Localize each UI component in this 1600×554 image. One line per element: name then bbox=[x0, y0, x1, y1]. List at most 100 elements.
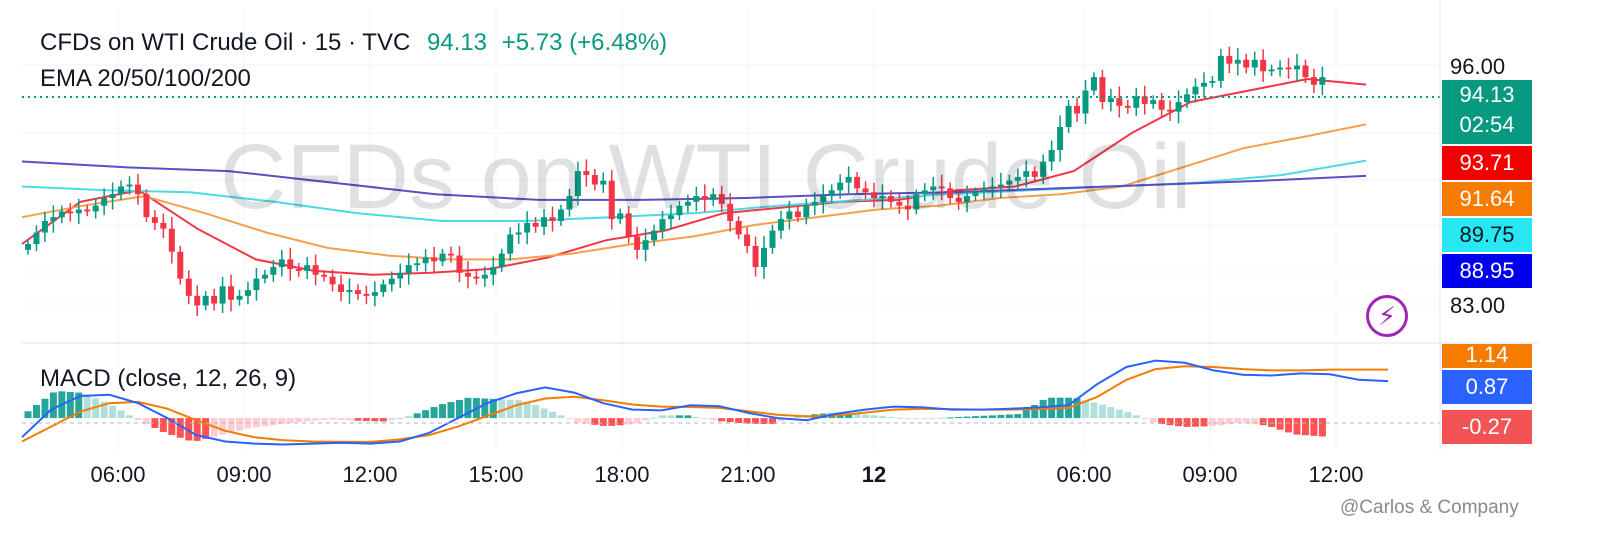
time-label-1: 09:00 bbox=[216, 462, 272, 487]
candle-body bbox=[253, 278, 260, 291]
candle-body bbox=[701, 196, 708, 200]
candle-body bbox=[727, 203, 734, 222]
candle-body bbox=[1133, 96, 1140, 108]
last-price-tag: 94.13 02:54 bbox=[1442, 80, 1532, 144]
macd-histogram-bar bbox=[455, 399, 463, 419]
price-change-value: +5.73 (+6.48%) bbox=[501, 29, 668, 56]
macd-histogram-bar bbox=[1107, 407, 1115, 419]
candle-body bbox=[354, 290, 361, 294]
candle-body bbox=[761, 247, 768, 268]
candle-body bbox=[177, 251, 184, 279]
macd-histogram-bar bbox=[963, 416, 971, 419]
macd-histogram-bar bbox=[794, 415, 802, 419]
candle-body bbox=[515, 232, 522, 235]
macd-histogram-bar bbox=[1005, 414, 1013, 419]
macd-histogram-bar bbox=[261, 418, 269, 427]
bar-countdown: 02:54 bbox=[1459, 112, 1515, 137]
macd-histogram-bar bbox=[743, 418, 751, 424]
candle-body bbox=[507, 234, 514, 254]
candle-body bbox=[329, 276, 336, 285]
ema100-tag: 89.75 bbox=[1442, 218, 1532, 252]
macd-histogram-bar bbox=[565, 418, 573, 420]
candle-body bbox=[1074, 105, 1081, 114]
candle-body bbox=[947, 188, 954, 198]
candle-body bbox=[1124, 105, 1131, 108]
macd-histogram-bar bbox=[337, 418, 345, 420]
macd-histogram-bar bbox=[591, 418, 599, 425]
candle-body bbox=[244, 290, 251, 296]
candle-body bbox=[490, 267, 497, 275]
candle-body bbox=[862, 188, 869, 193]
macd-histogram-bar bbox=[523, 401, 531, 419]
candle-body bbox=[456, 255, 463, 273]
candle-body bbox=[1184, 94, 1191, 103]
last-price-value: 94.13 bbox=[426, 29, 488, 56]
candle-body bbox=[1031, 171, 1038, 177]
macd-indicator-title[interactable]: MACD (close, 12, 26, 9) bbox=[40, 365, 297, 392]
macd-histogram-bar bbox=[684, 415, 692, 419]
macd-histogram-bar bbox=[980, 415, 988, 419]
macd-histogram-bar bbox=[1191, 418, 1199, 427]
macd-histogram-bar bbox=[1098, 404, 1106, 419]
macd-histogram-bar bbox=[320, 418, 328, 420]
candle-body bbox=[1319, 77, 1326, 85]
macd-histogram-bar bbox=[675, 415, 683, 419]
candle-body bbox=[828, 190, 835, 197]
candle-body bbox=[608, 180, 615, 220]
macd-histogram-bar bbox=[1166, 418, 1174, 426]
macd-histogram-bar bbox=[768, 418, 776, 424]
macd-histogram-bar bbox=[109, 405, 117, 419]
candle-body bbox=[92, 205, 99, 212]
macd-histogram-bar bbox=[362, 418, 370, 422]
macd-histogram-bar bbox=[1285, 418, 1293, 433]
candle-body bbox=[1158, 100, 1165, 110]
candle-body bbox=[168, 228, 175, 252]
lightning-icon[interactable]: ⚡ bbox=[1366, 295, 1408, 337]
macd-histogram-bar bbox=[66, 391, 74, 419]
candle-body bbox=[1251, 59, 1258, 68]
candle-body bbox=[295, 268, 302, 271]
macd-histogram-bar bbox=[83, 394, 91, 419]
macd-histogram-bar bbox=[1234, 418, 1242, 424]
candle-body bbox=[1260, 59, 1267, 72]
candle-body bbox=[185, 278, 192, 296]
macd-histogram-bar bbox=[464, 397, 472, 419]
macd-histogram-bar bbox=[447, 402, 455, 419]
candle-body bbox=[600, 180, 607, 185]
candle-body bbox=[879, 196, 886, 198]
candle-body bbox=[464, 272, 471, 277]
candle-body bbox=[549, 217, 556, 222]
candle-body bbox=[448, 253, 454, 256]
candle-body bbox=[211, 295, 218, 304]
macd-histogram-bar bbox=[278, 418, 286, 425]
ema-indicator-title[interactable]: EMA 20/50/100/200 bbox=[40, 65, 251, 92]
macd-line-tag: 0.87 bbox=[1442, 370, 1532, 404]
macd-histogram-bar bbox=[633, 418, 641, 424]
macd-histogram-tag: -0.27 bbox=[1442, 410, 1532, 444]
macd-histogram-bar bbox=[845, 413, 853, 419]
candle-body bbox=[541, 217, 548, 227]
candle-body bbox=[667, 215, 674, 220]
macd-histogram-bar bbox=[126, 415, 134, 419]
candle-body bbox=[634, 236, 641, 250]
candle-body bbox=[338, 284, 345, 293]
macd-histogram-bar bbox=[549, 411, 557, 419]
candle-body bbox=[997, 184, 1004, 187]
candle-body bbox=[101, 197, 108, 206]
candle-body bbox=[955, 197, 962, 202]
macd-histogram-bar bbox=[532, 405, 540, 419]
macd-histogram-bar bbox=[895, 417, 903, 419]
candle-body bbox=[312, 265, 319, 275]
candle-body bbox=[735, 221, 742, 235]
macd-signal-tag: 1.14 bbox=[1442, 344, 1532, 368]
candle-body bbox=[964, 196, 971, 202]
ema200-tag: 88.95 bbox=[1442, 254, 1532, 288]
candle-body bbox=[270, 267, 277, 275]
macd-histogram-bar bbox=[709, 418, 717, 421]
symbol-title[interactable]: CFDs on WTI Crude Oil · 15 · TVC bbox=[40, 29, 411, 56]
macd-histogram-bar bbox=[506, 399, 514, 419]
macd-histogram-bar bbox=[574, 418, 582, 423]
macd-histogram-bar bbox=[489, 398, 497, 419]
macd-histogram-bar bbox=[100, 401, 108, 419]
